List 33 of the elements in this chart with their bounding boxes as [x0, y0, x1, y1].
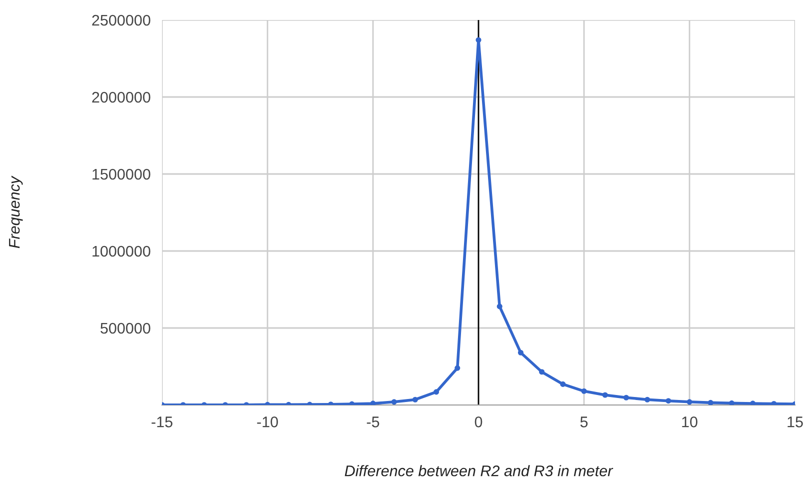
point	[412, 396, 418, 402]
point	[644, 396, 650, 402]
x-tick-label: -5	[366, 416, 380, 428]
y-axis-title: Frequency	[9, 176, 23, 248]
y-tick-label: 2500000	[92, 14, 150, 26]
point	[666, 398, 672, 404]
point	[750, 400, 756, 405]
point	[476, 37, 482, 43]
point	[370, 400, 376, 405]
x-tick-label: 15	[788, 416, 803, 428]
x-tick-label: 0	[474, 416, 482, 428]
point	[602, 392, 608, 398]
y-tick-label: 1000000	[92, 246, 150, 257]
point	[560, 381, 566, 387]
point	[454, 365, 460, 371]
y-tick-label: 2000000	[92, 92, 150, 103]
x-tick-label: 5	[580, 416, 588, 428]
point	[708, 400, 714, 405]
point	[581, 388, 587, 394]
point	[434, 389, 440, 395]
point	[496, 304, 502, 310]
point	[623, 394, 629, 400]
x-tick-label: -10	[257, 416, 278, 428]
point	[686, 399, 692, 405]
point	[391, 399, 397, 405]
point	[518, 350, 524, 356]
point	[728, 400, 734, 405]
y-tick-label: 500000	[100, 322, 150, 334]
point	[539, 369, 545, 375]
x-tick-label: 10	[682, 416, 698, 428]
y-tick-label: 1500000	[92, 168, 150, 180]
x-axis-title: Difference between R2 and R3 in meter	[344, 465, 614, 476]
x-tick-label: -15	[152, 416, 172, 428]
